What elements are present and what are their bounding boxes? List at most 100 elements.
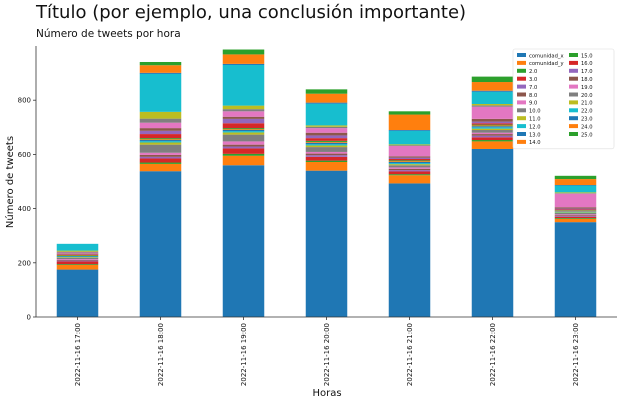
bar-segment-4-12 bbox=[305, 141, 348, 143]
legend-label: 11.0 bbox=[529, 117, 541, 123]
y-tick-label: 600 bbox=[18, 151, 31, 159]
legend-swatch bbox=[517, 116, 526, 121]
chart-title: Título (por ejemplo, una conclusión impo… bbox=[36, 2, 467, 23]
legend-swatch bbox=[569, 124, 578, 129]
bar-segment-4-2 bbox=[305, 161, 348, 171]
bar-segment-6-22 bbox=[471, 82, 514, 91]
bar-segment-5-14 bbox=[388, 159, 431, 161]
bar-segment-3-15 bbox=[222, 118, 265, 124]
bar-segment-7-7 bbox=[554, 214, 597, 216]
bar-segment-5-21 bbox=[388, 130, 431, 131]
legend-swatch bbox=[569, 68, 578, 73]
bar-segment-4-20 bbox=[305, 103, 348, 126]
legend-label: 18.0 bbox=[581, 77, 593, 83]
bar-segment-2-8 bbox=[139, 144, 182, 153]
legend-label: 17.0 bbox=[581, 69, 593, 75]
chart-subtitle: Número de tweets por hora bbox=[36, 28, 181, 40]
bar-segment-5-12 bbox=[388, 161, 431, 162]
bar-segment-7-16 bbox=[554, 207, 597, 209]
bar-segment-3-20 bbox=[222, 64, 265, 106]
legend-swatch bbox=[569, 84, 578, 89]
bar-segment-7-2 bbox=[554, 218, 597, 223]
bar-segment-3-9 bbox=[222, 132, 265, 135]
bar-segment-4-8 bbox=[305, 147, 348, 152]
bar-segment-6-21 bbox=[471, 90, 514, 92]
bar-segment-7-10 bbox=[554, 211, 597, 213]
bar-segment-6-4 bbox=[471, 137, 514, 141]
legend-swatch bbox=[569, 100, 578, 105]
bar-segment-2-18 bbox=[139, 118, 182, 123]
bar-segment-6-19 bbox=[471, 103, 514, 106]
bar-segment-1-7 bbox=[56, 259, 99, 260]
bar-segment-5-5 bbox=[388, 170, 431, 172]
bar-segment-2-6 bbox=[139, 154, 182, 157]
bar-segment-4-19 bbox=[305, 125, 348, 127]
legend-swatch bbox=[517, 53, 526, 57]
bar-segment-4-1 bbox=[305, 170, 348, 317]
bar-segment-3-14 bbox=[222, 123, 265, 129]
legend-box bbox=[512, 48, 615, 150]
bar-segment-6-17 bbox=[471, 106, 514, 119]
bar-segment-2-23 bbox=[139, 61, 182, 66]
bar-segment-1-6 bbox=[56, 259, 99, 261]
bar-segment-4-10 bbox=[305, 144, 348, 146]
bar-segment-2-22 bbox=[139, 65, 182, 73]
bar-segment-1-12 bbox=[56, 255, 99, 257]
bar-segment-3-17 bbox=[222, 111, 265, 117]
legend-label: 20.0 bbox=[581, 93, 593, 99]
bar-segment-2-15 bbox=[139, 130, 182, 135]
x-tick-label: 2022-11-16 23:00 bbox=[572, 323, 580, 386]
bar-segment-7-11 bbox=[554, 211, 597, 212]
bar-segment-5-11 bbox=[388, 161, 431, 164]
bar-segment-5-3 bbox=[388, 174, 431, 176]
bar-segment-6-6 bbox=[471, 134, 514, 136]
bar-segment-6-3 bbox=[471, 140, 514, 142]
legend-label: 15.0 bbox=[581, 53, 593, 59]
bar-segment-2-17 bbox=[139, 122, 182, 129]
bar-segment-2-4 bbox=[139, 158, 182, 163]
bar-segment-1-17 bbox=[56, 252, 99, 254]
bar-segment-1-13 bbox=[56, 254, 99, 256]
legend-swatch bbox=[569, 92, 578, 97]
bar-segment-6-10 bbox=[471, 127, 514, 129]
bar-segment-2-7 bbox=[139, 152, 182, 155]
legend-swatch bbox=[569, 108, 578, 113]
legend: comunidad_x comunidad_y 2.0 3.0 7.0 8.0 9.0 10.… bbox=[512, 48, 615, 150]
bar-segment-2-11 bbox=[139, 140, 182, 142]
bar-segment-1-14 bbox=[56, 254, 99, 255]
bar-segment-1-20 bbox=[56, 243, 99, 251]
bar-segment-3-1 bbox=[222, 165, 265, 317]
y-ticks: 0 200 400 600 800 bbox=[18, 97, 36, 322]
bars-layer bbox=[56, 49, 597, 317]
y-tick-label: 200 bbox=[18, 259, 31, 267]
legend-label: 8.0 bbox=[529, 93, 537, 99]
bar-segment-7-8 bbox=[554, 212, 597, 215]
bar-segment-4-6 bbox=[305, 153, 348, 156]
bar-segment-2-19 bbox=[139, 111, 182, 119]
legend-label: 21.0 bbox=[581, 101, 593, 107]
bar-segment-6-23 bbox=[471, 76, 514, 83]
bar-segment-2-21 bbox=[139, 72, 182, 74]
bar-segment-1-19 bbox=[56, 250, 99, 252]
bar-segment-7-9 bbox=[554, 212, 597, 213]
bar-segment-5-7 bbox=[388, 167, 431, 169]
legend-swatch bbox=[569, 132, 578, 136]
bar-segment-1-1 bbox=[56, 269, 99, 317]
bar-segment-6-18 bbox=[471, 105, 514, 107]
bar-segment-6-1 bbox=[471, 148, 514, 317]
bar-segment-5-2 bbox=[388, 175, 431, 184]
legend-label: 7.0 bbox=[529, 85, 537, 91]
legend-swatch bbox=[517, 60, 526, 65]
bar-segment-5-18 bbox=[388, 145, 431, 146]
y-tick-label: 400 bbox=[18, 205, 31, 213]
bar-segment-3-10 bbox=[222, 131, 265, 133]
bar-segment-6-9 bbox=[471, 128, 514, 131]
bar-segment-3-11 bbox=[222, 130, 265, 132]
bar-segment-4-9 bbox=[305, 145, 348, 148]
legend-label: 16.0 bbox=[581, 61, 593, 67]
bar-segment-4-14 bbox=[305, 138, 348, 141]
legend-label: 25.0 bbox=[581, 132, 593, 138]
bar-segment-6-20 bbox=[471, 91, 514, 104]
bar-segment-1-11 bbox=[56, 256, 99, 257]
bar-segment-2-2 bbox=[139, 163, 182, 172]
